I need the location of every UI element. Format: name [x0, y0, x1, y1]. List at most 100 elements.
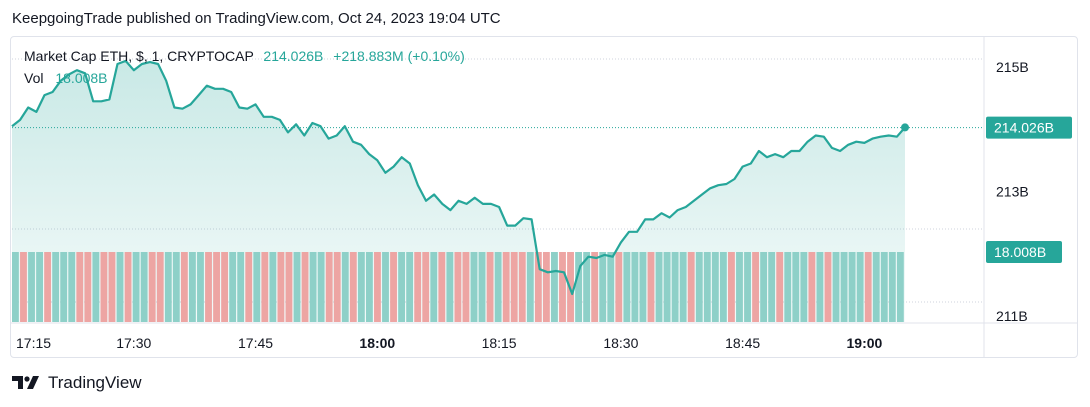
x-tick-label: 18:00 — [359, 335, 395, 351]
volume-bar — [518, 252, 526, 322]
last-price-badge — [986, 116, 1072, 139]
volume-bar — [406, 252, 414, 322]
volume-bar — [542, 252, 550, 322]
volume-bar — [470, 252, 478, 322]
volume-bar — [357, 252, 365, 322]
volume-bar — [60, 252, 68, 322]
volume-bar — [510, 252, 518, 322]
volume-bar — [132, 252, 140, 322]
x-tick-label: 18:15 — [482, 335, 517, 351]
volume-bar — [76, 252, 84, 322]
x-tick-label: 17:15 — [16, 335, 51, 351]
volume-bar — [719, 252, 727, 322]
publisher-caption: KeepgoingTrade published on TradingView.… — [12, 10, 501, 27]
volume-bar — [164, 252, 172, 322]
volume-bar — [591, 252, 599, 322]
volume-bar — [116, 252, 124, 322]
volume-bar — [301, 252, 309, 322]
volume-label[interactable]: Vol — [24, 70, 44, 86]
volume-bar — [293, 252, 301, 322]
volume-bar — [752, 252, 759, 322]
volume-bar — [172, 252, 180, 322]
last-price-badge-label: 214.026B — [994, 120, 1054, 136]
volume-bar — [832, 252, 840, 322]
volume-bar — [502, 252, 510, 322]
last-price-marker — [901, 123, 909, 132]
volume-bar — [864, 252, 872, 322]
volume-bar — [615, 252, 623, 322]
volume-bar — [768, 252, 776, 322]
volume-bar — [221, 252, 229, 322]
volume-badge-label: 18.008B — [994, 244, 1046, 260]
volume-bar — [28, 252, 35, 322]
volume-bar — [140, 252, 148, 322]
volume-bar — [848, 252, 856, 322]
volume-bar — [736, 252, 743, 322]
volume-bar — [341, 252, 349, 322]
volume-bar — [486, 252, 494, 322]
volume-bar — [374, 252, 381, 322]
volume-bar — [245, 252, 253, 322]
y-tick-label: 211B — [996, 308, 1028, 324]
volume-bar — [695, 252, 703, 322]
volume-bar — [237, 252, 245, 322]
chart-frame — [10, 36, 1078, 358]
volume-bar — [277, 252, 285, 322]
volume-bar — [478, 252, 486, 322]
volume-bar — [840, 252, 848, 322]
price-line[interactable] — [11, 59, 906, 296]
volume-bar — [744, 252, 751, 322]
volume-bar — [12, 252, 19, 322]
volume-bar — [317, 252, 325, 322]
volume-legend: Vol 18.008B — [24, 70, 108, 86]
x-tick-label: 19:00 — [847, 335, 883, 351]
volume-bar — [607, 252, 615, 322]
volume-bar — [261, 252, 269, 322]
volume-bar — [711, 252, 719, 322]
tradingview-brand[interactable]: TradingView — [48, 373, 142, 392]
volume-bar — [20, 252, 27, 322]
volume-bar — [784, 252, 792, 322]
symbol-name[interactable]: Market Cap ETH, $, 1, CRYPTOCAP — [24, 48, 254, 64]
volume-bar — [333, 252, 341, 322]
volume-bar — [824, 252, 832, 322]
x-tick-label: 17:45 — [238, 335, 273, 351]
volume-bar — [414, 252, 422, 322]
volume-bar — [430, 252, 438, 322]
volume-bar — [92, 252, 100, 322]
volume-bar — [639, 252, 647, 322]
volume-bar — [269, 252, 277, 322]
volume-badge — [986, 241, 1062, 263]
volume-bar — [880, 252, 888, 322]
volume-bar — [229, 252, 237, 322]
volume-bar — [188, 252, 196, 322]
volume-bar — [454, 252, 462, 322]
volume-bar — [44, 252, 52, 322]
volume-bar — [446, 252, 454, 322]
volume-bar — [816, 252, 824, 322]
volume-bar — [285, 252, 293, 322]
volume-bar — [148, 252, 156, 322]
volume-bar — [100, 252, 108, 322]
volume-bar — [559, 252, 566, 322]
volume-bar — [156, 252, 164, 322]
volume-bar — [349, 252, 357, 322]
volume-bar — [108, 252, 116, 322]
volume-bar — [197, 252, 204, 322]
volume-bar — [382, 252, 389, 322]
volume-bar — [398, 252, 406, 322]
x-tick-label: 18:30 — [603, 335, 638, 351]
volume-bar — [68, 252, 76, 322]
x-tick-label: 17:30 — [116, 335, 151, 351]
volume-bar — [180, 252, 188, 322]
volume-bar — [728, 252, 735, 322]
volume-bar — [671, 252, 679, 322]
x-tick-label: 18:45 — [725, 335, 760, 351]
volume-bar — [462, 252, 470, 322]
volume-bar — [872, 252, 880, 322]
volume-bar — [494, 252, 502, 322]
symbol-legend: Market Cap ETH, $, 1, CRYPTOCAP 214.026B… — [24, 48, 465, 64]
price-change: +218.883M (+0.10%) — [333, 48, 465, 64]
volume-bar — [760, 252, 768, 322]
